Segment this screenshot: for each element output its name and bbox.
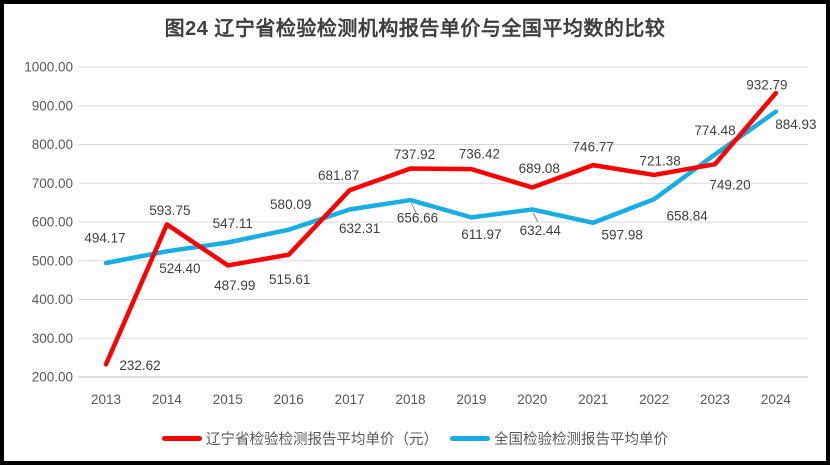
y-tick-label: 700.00 (32, 176, 73, 191)
data-label: 932.79 (746, 78, 787, 93)
x-tick-label: 2020 (517, 392, 547, 407)
data-label: 580.09 (270, 197, 311, 212)
data-label: 681.87 (318, 168, 359, 183)
x-tick-label: 2021 (578, 392, 608, 407)
legend-item-liaoning: 辽宁省检验检测报告平均单价（元） (162, 428, 438, 449)
data-label: 721.38 (639, 153, 680, 168)
y-tick-label: 500.00 (32, 253, 73, 268)
x-tick-label: 2015 (213, 392, 243, 407)
data-label: 232.62 (119, 358, 160, 373)
legend-swatch-national-line (450, 435, 490, 441)
x-tick-label: 2023 (700, 392, 730, 407)
data-label: 611.97 (461, 227, 501, 242)
data-label: 658.84 (666, 209, 708, 224)
x-tick-label: 2019 (456, 392, 486, 407)
data-label: 515.61 (269, 272, 310, 287)
x-tick-label: 2024 (761, 392, 792, 407)
data-label: 632.31 (339, 221, 380, 236)
y-tick-label: 200.00 (32, 370, 73, 385)
data-label: 749.20 (709, 178, 750, 193)
data-label: 597.98 (602, 227, 643, 242)
data-label: 524.40 (159, 261, 200, 276)
series-line-national (103, 109, 779, 266)
data-label: 737.92 (394, 147, 435, 162)
legend-label-national: 全国检验检测报告平均单价 (494, 431, 668, 448)
x-tick-label: 2013 (91, 392, 121, 407)
data-label: 746.77 (573, 140, 614, 155)
data-label: 884.93 (775, 117, 816, 132)
x-tick-label: 2022 (639, 392, 669, 407)
y-tick-label: 900.00 (32, 98, 73, 113)
x-tick-label: 2014 (152, 392, 183, 407)
y-tick-label: 1000.00 (24, 60, 73, 75)
series-line-liaoning (103, 90, 779, 367)
data-label: 593.75 (149, 203, 190, 218)
data-label: 736.42 (459, 147, 500, 162)
y-tick-label: 600.00 (32, 215, 73, 230)
y-tick-label: 800.00 (32, 137, 73, 152)
data-label: 689.08 (519, 161, 560, 176)
data-label: 487.99 (214, 278, 255, 293)
legend-item-national: 全国检验检测报告平均单价 (450, 428, 668, 449)
data-label: 547.11 (213, 216, 253, 231)
x-tick-label: 2017 (335, 392, 365, 407)
data-label: 774.48 (694, 123, 735, 138)
x-tick-label: 2016 (274, 392, 304, 407)
y-tick-label: 300.00 (32, 331, 73, 346)
leader-line (411, 203, 417, 213)
legend-swatch-liaoning-line (162, 435, 202, 441)
chart-title: 图24 辽宁省检验检测机构报告单价与全国平均数的比较 (164, 18, 666, 40)
data-label: 632.44 (520, 223, 562, 238)
data-label: 494.17 (84, 231, 125, 246)
x-tick-label: 2018 (395, 392, 425, 407)
legend: 辽宁省检验检测报告平均单价（元） 全国检验检测报告平均单价 (0, 425, 830, 451)
legend-label-liaoning: 辽宁省检验检测报告平均单价（元） (206, 431, 438, 448)
leader-line (532, 212, 539, 223)
data-label: 656.66 (397, 211, 438, 226)
y-tick-label: 400.00 (32, 292, 73, 307)
